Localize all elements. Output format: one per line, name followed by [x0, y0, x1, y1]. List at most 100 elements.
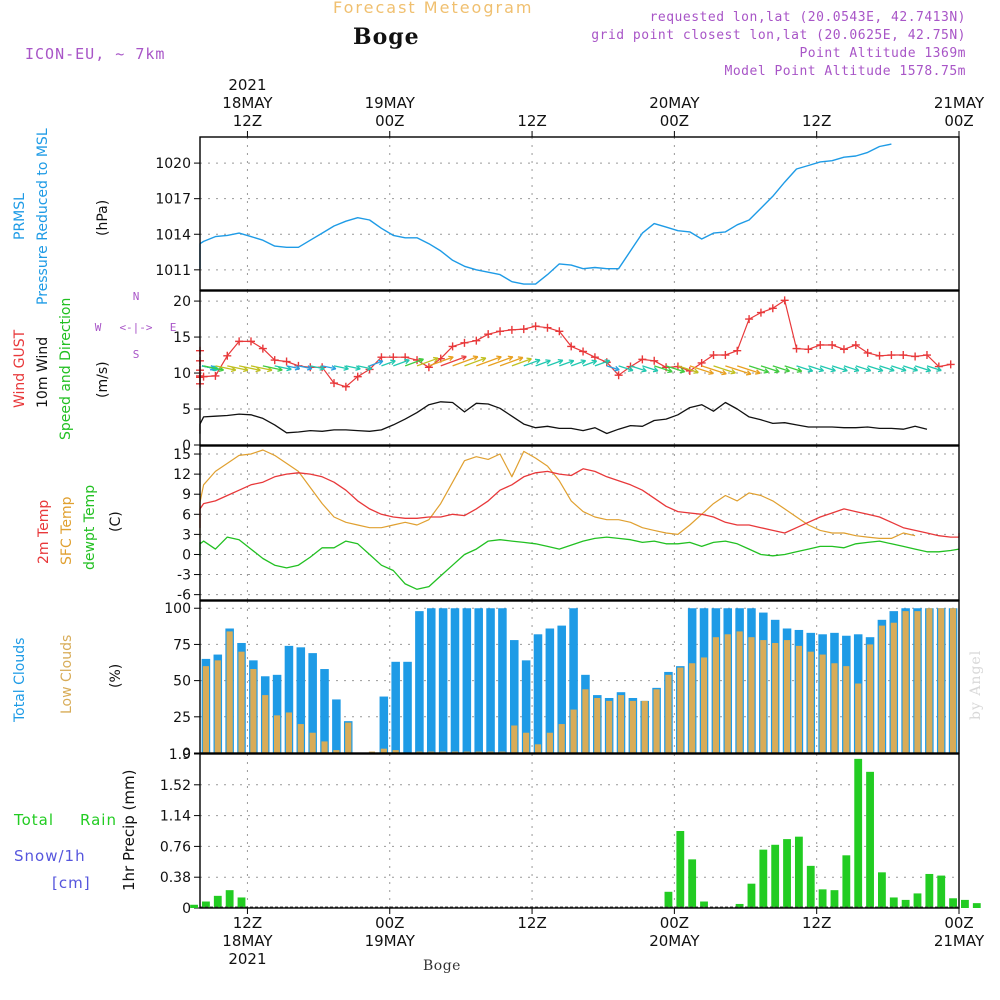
total-clouds-bar: [320, 669, 329, 753]
time-label-top: 20MAY: [649, 94, 700, 112]
wind-arrow-head: [755, 369, 761, 375]
gust-marker: [258, 344, 267, 353]
rain-bar: [664, 891, 673, 908]
time-label-bottom: 20MAY: [649, 932, 700, 950]
wind-arrow-head: [784, 367, 791, 373]
time-label-bottom: 21MAY: [934, 932, 985, 950]
wind-arrow: [345, 365, 361, 370]
low-clouds-bar: [582, 689, 589, 753]
y-tick-label-temperature: -3: [177, 568, 191, 584]
rain-bar: [213, 895, 222, 908]
wind-arrow: [286, 365, 300, 370]
wind-arrow-head: [294, 365, 301, 371]
wind-arrow: [203, 365, 224, 371]
low-clouds-bar: [238, 651, 245, 753]
low-clouds-bar: [902, 611, 909, 753]
y-tick-label-pressure: 1014: [155, 227, 191, 243]
time-label-top: 21MAY: [934, 94, 985, 112]
total-clouds-bar: [498, 608, 507, 753]
gust-marker: [614, 371, 623, 380]
y-tick-label-precip: 0: [182, 901, 191, 917]
wind-arrow-head: [614, 365, 620, 372]
gust-marker: [472, 336, 481, 345]
wind-arrow-head: [390, 359, 396, 365]
compass-e: E: [170, 321, 177, 334]
wind-arrow: [713, 365, 736, 374]
rain-bar: [759, 849, 768, 908]
wind-arrow: [808, 365, 824, 372]
y-tick-label-clouds: 50: [173, 674, 191, 690]
time-label-bottom: 19MAY: [365, 932, 416, 950]
total-clouds-bar: [533, 634, 543, 753]
wind-arrow-head: [604, 359, 611, 365]
wind-arrow: [416, 357, 439, 367]
y-tick-label-precip: 0.76: [160, 839, 191, 855]
chart-title: Forecast Meteogram: [333, 0, 534, 17]
gust-marker: [389, 353, 398, 362]
unit-precip: 1hr Precip (mm): [120, 770, 138, 891]
grid-point-coords: grid point closest lon,lat (20.0625E, 42…: [591, 28, 966, 43]
wind-arrow: [831, 365, 848, 372]
wind-arrow-head: [496, 355, 502, 361]
time-label-bottom: 12Z: [802, 914, 831, 932]
gust-marker: [377, 353, 386, 362]
panel-frame-clouds: [199, 600, 960, 754]
total-clouds-bar: [486, 608, 495, 753]
label-sfc-temp: SFC Temp: [59, 496, 75, 565]
low-clouds-bar: [843, 666, 850, 753]
y-tick-label-temperature: 3: [182, 527, 191, 543]
y-tick-label-pressure: 1017: [155, 192, 191, 208]
label-total: Total: [13, 811, 54, 829]
low-clouds-bar: [416, 751, 423, 753]
panel-frame-wind: [199, 290, 960, 446]
wind-arrow: [784, 365, 802, 372]
time-label-bottom: 00Z: [375, 914, 404, 932]
low-clouds-bar: [274, 715, 281, 753]
gust-marker: [270, 356, 279, 365]
gust-marker: [519, 325, 528, 334]
low-clouds-bar: [285, 712, 293, 753]
y-tick-label-precip: 1.9: [169, 747, 191, 763]
wind-arrow: [357, 365, 372, 370]
rain-bar: [700, 901, 708, 908]
wind-arrow: [701, 365, 727, 375]
wind-arrow-head: [534, 358, 541, 365]
low-clouds-bar: [309, 732, 316, 753]
total-clouds-bar: [545, 628, 555, 753]
wind-arrow: [867, 365, 884, 372]
wind-arrow-head: [404, 358, 410, 365]
total-clouds-bar: [379, 696, 389, 753]
wind-arrow: [452, 356, 479, 367]
total-clouds-bar: [462, 608, 472, 753]
unit-ms: (m/s): [95, 361, 111, 398]
model-altitude: Model Point Altitude 1578.75m: [724, 64, 966, 79]
rain-bar: [830, 890, 839, 908]
wind-arrow: [926, 365, 942, 372]
wind-arrow-head: [517, 356, 524, 362]
rain-bar: [237, 897, 246, 908]
wind-arrow-head: [461, 355, 467, 361]
gust-marker: [638, 355, 647, 364]
total-clouds-bar: [557, 625, 566, 753]
low-clouds-bar: [629, 700, 636, 753]
time-label-bottom: 2021: [228, 950, 266, 968]
low-clouds-bar: [440, 751, 447, 753]
wind-arrow-head: [580, 359, 587, 365]
rain-bar: [913, 893, 922, 908]
low-clouds-bar: [736, 631, 743, 753]
label-speed-direction: Speed and Direction: [58, 298, 74, 440]
wind-arrow-head: [557, 359, 564, 365]
point-altitude: Point Altitude 1369m: [799, 46, 966, 61]
low-clouds-bar: [202, 666, 210, 753]
wind-arrow: [404, 358, 424, 367]
y-tick-label-wind: 5: [182, 402, 191, 418]
y-tick-label-wind: 10: [173, 366, 191, 382]
gust-marker: [211, 371, 220, 380]
y-tick-label-temperature: 12: [173, 467, 191, 483]
gust-marker: [768, 304, 777, 313]
unit-percent: (%): [108, 664, 124, 688]
wind-arrow: [310, 365, 325, 370]
rain-bar: [735, 903, 744, 908]
wind-arrow-head: [853, 366, 860, 373]
